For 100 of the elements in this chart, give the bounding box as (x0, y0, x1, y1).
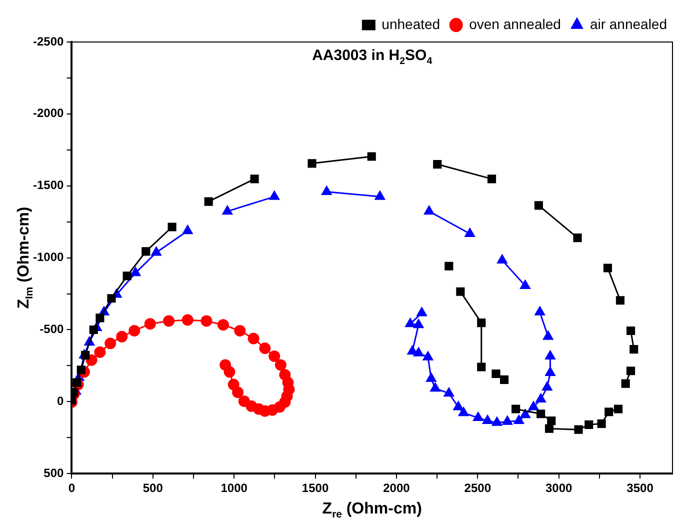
point (543, 330, 554, 340)
point (614, 404, 623, 414)
point (626, 366, 636, 376)
point (89, 325, 98, 334)
point (456, 287, 465, 296)
point (104, 338, 116, 350)
point (367, 152, 376, 161)
point (477, 318, 486, 328)
point (250, 174, 259, 184)
point (269, 190, 280, 200)
y-tick-label: -2000 (32, 106, 64, 120)
point (81, 350, 90, 360)
y-tick-label: -1500 (32, 178, 64, 192)
point (96, 314, 104, 322)
point (536, 393, 546, 402)
point (444, 388, 454, 397)
point (597, 419, 606, 428)
point (374, 190, 385, 200)
point (116, 330, 128, 342)
point (182, 225, 193, 234)
x-tick-label: 2000 (383, 481, 410, 496)
point (630, 345, 638, 354)
x-tick-label: 0 (68, 481, 76, 496)
x-tick-label: 3500 (626, 481, 654, 496)
point (128, 324, 140, 336)
point (534, 306, 545, 316)
point (520, 280, 530, 289)
point (603, 264, 612, 272)
point (142, 247, 150, 256)
point (107, 294, 116, 303)
point (204, 197, 213, 206)
point (542, 382, 552, 391)
point (72, 378, 82, 387)
y-tick-label: -1000 (32, 250, 64, 264)
point (248, 332, 260, 344)
point (536, 410, 546, 418)
point (487, 174, 496, 184)
point (217, 319, 229, 331)
point (492, 369, 500, 378)
point (547, 416, 556, 426)
point (584, 420, 594, 429)
point (426, 372, 436, 382)
point (182, 314, 194, 326)
point (222, 206, 232, 215)
point (238, 395, 250, 407)
point (322, 186, 332, 196)
point (200, 315, 212, 327)
point (424, 206, 434, 215)
point (482, 415, 493, 424)
point (407, 346, 418, 355)
point (500, 375, 509, 384)
point (621, 379, 630, 388)
y-tick-label: 500 (44, 466, 64, 480)
point (130, 267, 141, 276)
x-tick-label: 1500 (302, 481, 329, 496)
point (453, 401, 464, 410)
point (464, 228, 475, 238)
point (122, 272, 132, 280)
point (512, 404, 520, 414)
legend-label: air annealed (590, 16, 667, 32)
point (544, 424, 554, 433)
point (473, 412, 484, 422)
point (626, 326, 636, 336)
point (234, 324, 246, 336)
point (497, 254, 508, 264)
y-tick-label: 0 (57, 394, 64, 408)
point (604, 408, 614, 416)
x-tick-label: 1000 (220, 481, 248, 496)
point (492, 416, 502, 426)
point (574, 425, 583, 434)
point (477, 362, 486, 372)
y-tick-label: -500 (40, 322, 64, 336)
x-tick-label: 500 (142, 481, 164, 496)
point (534, 201, 543, 210)
point (168, 222, 176, 232)
point (422, 351, 434, 360)
point (151, 246, 162, 256)
point (514, 415, 524, 424)
point (573, 234, 582, 242)
point (144, 318, 156, 330)
point (76, 366, 86, 374)
point (520, 409, 530, 418)
point (444, 262, 454, 270)
legend-label: oven annealed (469, 16, 561, 32)
point (274, 359, 286, 371)
point (413, 319, 424, 328)
y-tick-label: -2500 (32, 34, 64, 48)
point (430, 382, 440, 392)
point (433, 160, 442, 169)
point (259, 342, 271, 354)
point (528, 401, 539, 410)
point (308, 159, 316, 168)
point (94, 346, 106, 358)
point (545, 367, 556, 376)
x-tick-label: 2500 (464, 481, 492, 496)
point (545, 350, 556, 360)
point (268, 350, 280, 362)
point (502, 416, 512, 425)
x-tick-label: 3000 (545, 481, 573, 496)
point (458, 407, 469, 416)
